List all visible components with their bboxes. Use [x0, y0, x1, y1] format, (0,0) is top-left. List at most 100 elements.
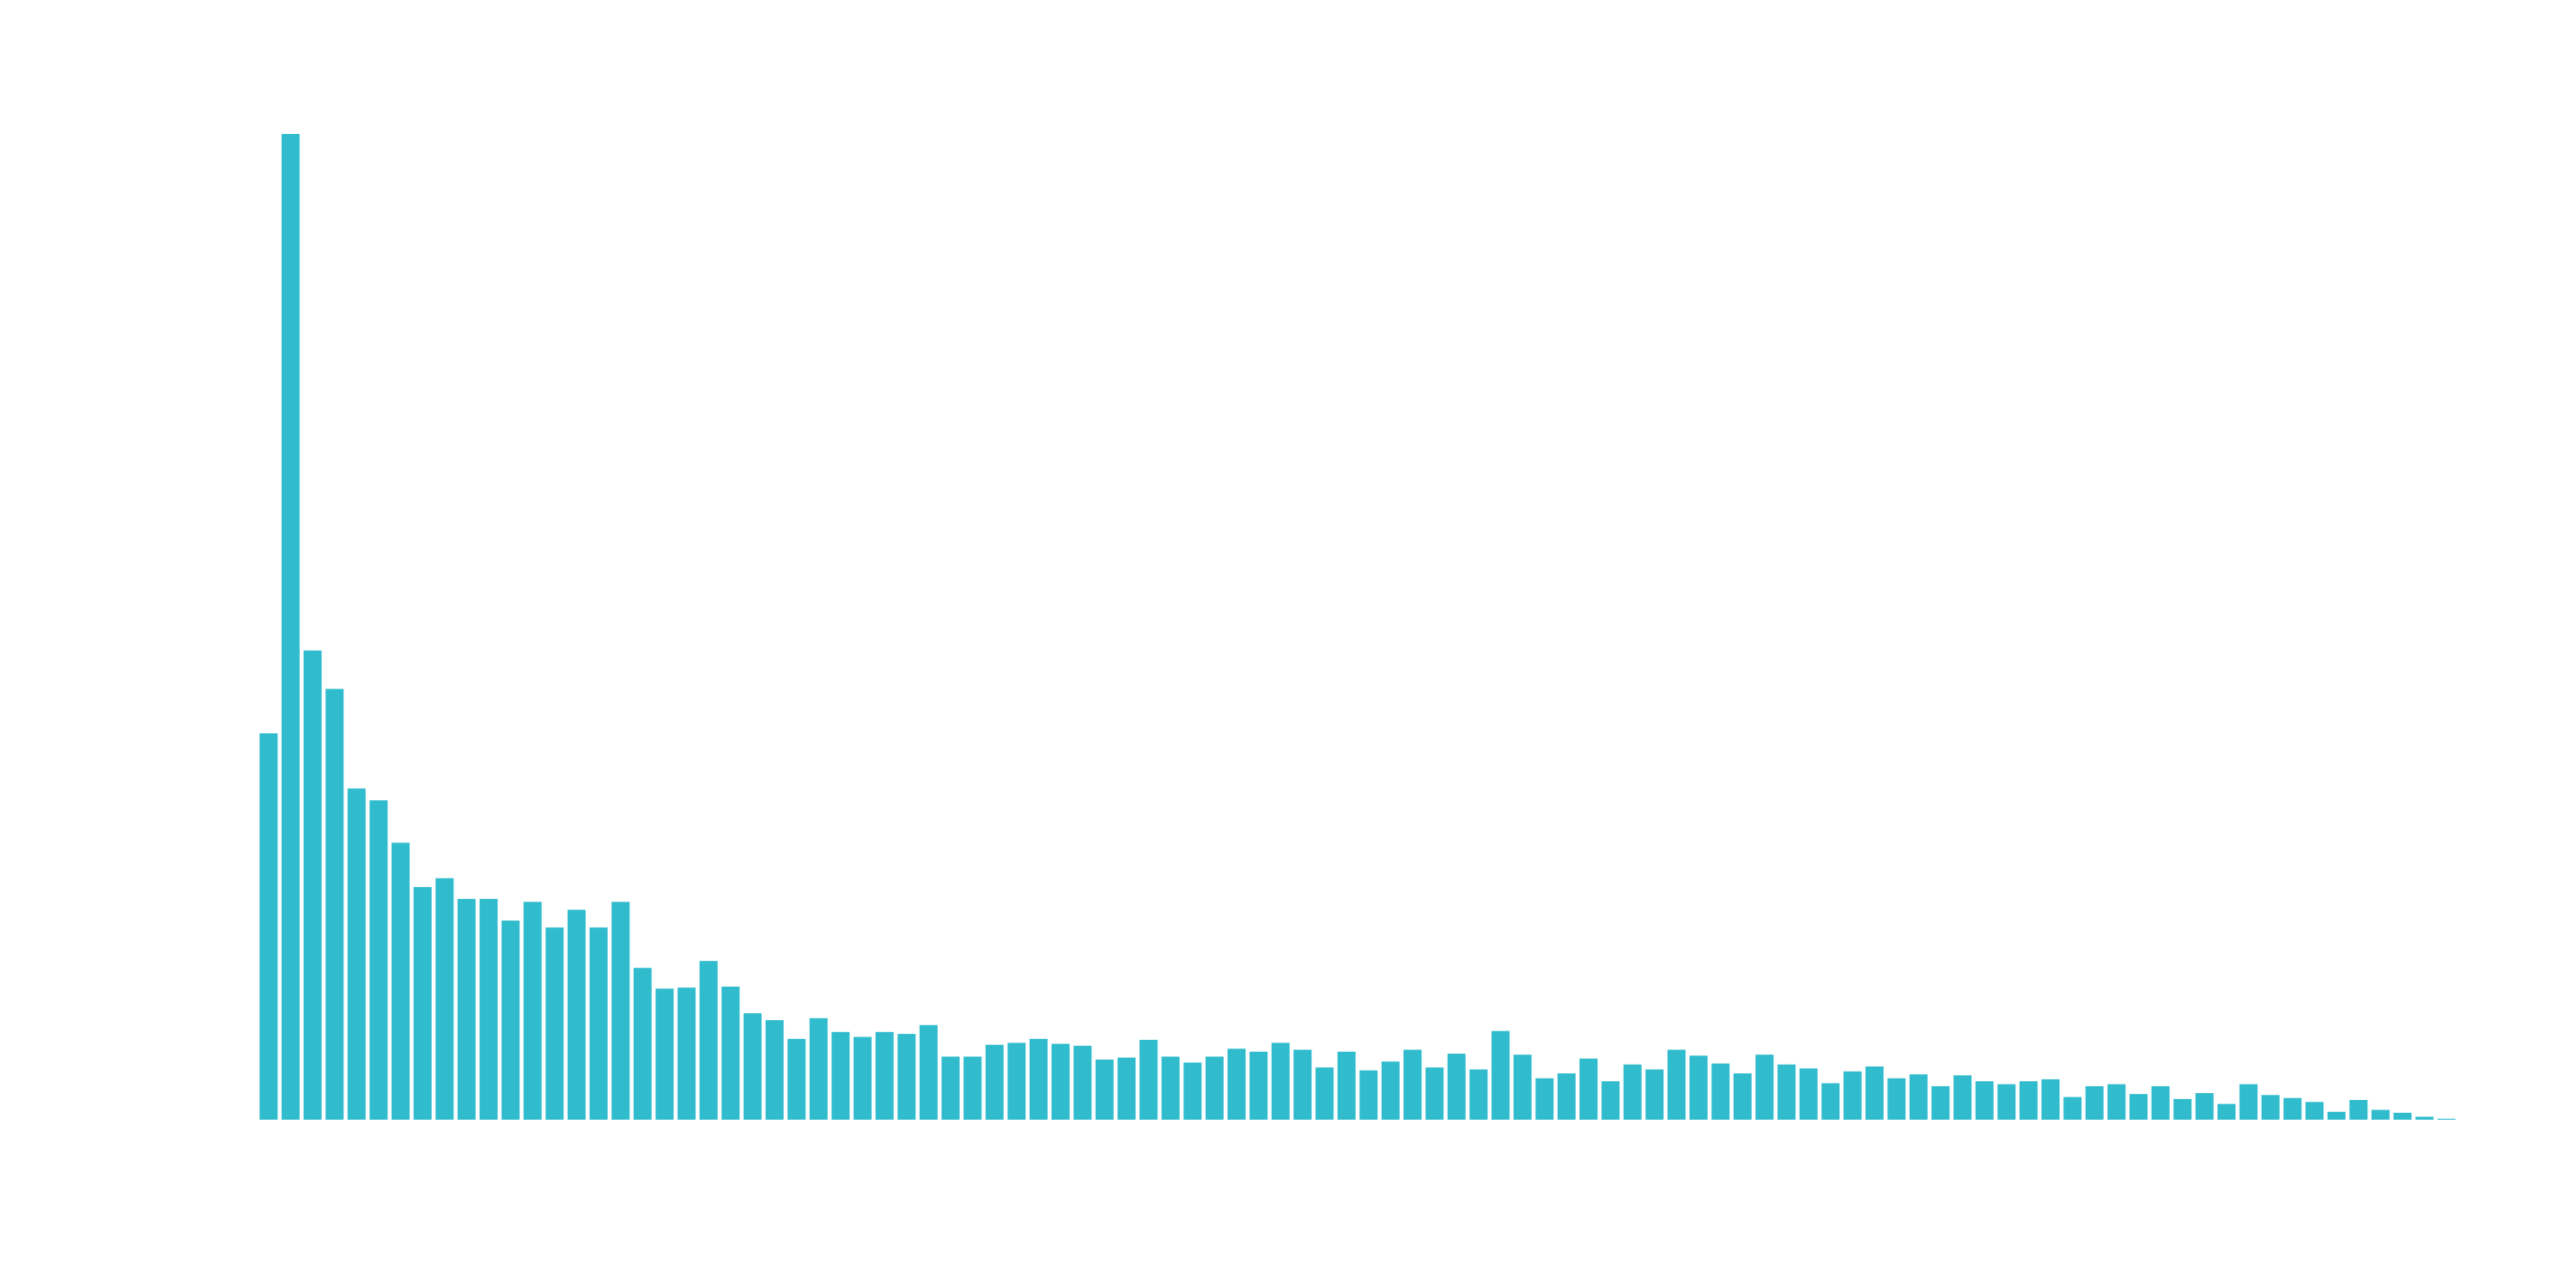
bar-57	[1492, 1030, 1510, 1120]
bar-71	[1799, 1068, 1818, 1120]
bar-4	[325, 689, 344, 1120]
bar-36	[1030, 1038, 1048, 1120]
bar-58	[1513, 1054, 1532, 1120]
bar-98	[2393, 1112, 2412, 1120]
bar-85	[2107, 1084, 2126, 1120]
bar-82	[2041, 1078, 2060, 1120]
bar-47	[1271, 1042, 1290, 1120]
bar-13	[523, 902, 542, 1120]
bar-1	[259, 732, 278, 1120]
bar-16	[589, 927, 608, 1120]
bar-73	[1843, 1071, 1862, 1120]
bar-50	[1337, 1051, 1356, 1120]
bar-62	[1601, 1081, 1620, 1120]
bar-88	[2173, 1098, 2192, 1120]
bar-94	[2305, 1102, 2324, 1120]
bar-90	[2217, 1103, 2236, 1120]
bar-86	[2129, 1094, 2148, 1120]
bar-17	[611, 902, 630, 1120]
bar-14	[545, 927, 564, 1120]
bar-95	[2327, 1111, 2346, 1120]
bar-25	[787, 1038, 806, 1120]
bar-45	[1227, 1048, 1246, 1120]
bar-21	[699, 961, 718, 1120]
bar-43	[1183, 1062, 1202, 1120]
bar-74	[1865, 1066, 1884, 1120]
bar-68	[1733, 1073, 1752, 1120]
bar-65	[1667, 1049, 1686, 1120]
bar-7	[392, 842, 410, 1120]
bar-92	[2261, 1095, 2280, 1120]
bar-37	[1051, 1043, 1070, 1120]
bar-69	[1755, 1054, 1774, 1120]
bar-18	[633, 968, 652, 1120]
bar-24	[765, 1020, 784, 1120]
bar-84	[2085, 1085, 2104, 1120]
bar-89	[2195, 1093, 2214, 1120]
bar-15	[567, 909, 586, 1120]
bar-75	[1887, 1078, 1906, 1120]
bar-2	[281, 134, 300, 1120]
bar-80	[1997, 1084, 2016, 1120]
bar-96	[2349, 1100, 2368, 1120]
bar-93	[2283, 1097, 2302, 1120]
bar-66	[1689, 1055, 1708, 1120]
bar-11	[479, 898, 498, 1120]
bar-78	[1953, 1075, 1972, 1120]
bar-76	[1909, 1074, 1928, 1120]
bar-27	[831, 1031, 850, 1120]
bar-32	[941, 1056, 960, 1120]
bar-42	[1161, 1056, 1180, 1120]
bar-22	[721, 987, 740, 1120]
bar-87	[2151, 1085, 2170, 1120]
bar-38	[1073, 1045, 1092, 1120]
bar-48	[1293, 1049, 1312, 1120]
bar-34	[985, 1044, 1004, 1120]
bar-46	[1249, 1051, 1268, 1120]
bars-group	[259, 134, 2456, 1120]
bar-30	[897, 1034, 916, 1120]
bar-77	[1931, 1085, 1950, 1120]
bar-54	[1425, 1067, 1444, 1120]
bar-31	[919, 1024, 938, 1120]
bar-10	[457, 898, 476, 1120]
bar-51	[1359, 1070, 1378, 1120]
bar-8	[413, 887, 432, 1120]
bar-39	[1095, 1059, 1114, 1120]
bar-23	[743, 1013, 762, 1120]
bar-29	[875, 1031, 894, 1120]
bar-60	[1557, 1073, 1576, 1120]
bar-67	[1711, 1063, 1730, 1120]
bar-100	[2437, 1118, 2456, 1120]
bar-61	[1579, 1058, 1598, 1120]
bar-83	[2063, 1097, 2082, 1120]
bar-97	[2371, 1109, 2390, 1120]
bar-63	[1623, 1064, 1642, 1120]
bar-49	[1315, 1067, 1334, 1120]
bar-12	[501, 920, 520, 1120]
bar-5	[347, 788, 366, 1120]
bar-70	[1777, 1064, 1796, 1120]
bar-52	[1381, 1061, 1400, 1120]
bar-44	[1205, 1056, 1224, 1120]
bar-41	[1139, 1040, 1158, 1120]
bar-59	[1535, 1078, 1554, 1120]
bar-72	[1821, 1083, 1840, 1120]
bar-33	[963, 1056, 982, 1120]
bar-3	[303, 650, 322, 1120]
bar-26	[809, 1018, 828, 1120]
bar-35	[1007, 1042, 1026, 1120]
bar-55	[1447, 1054, 1466, 1120]
bar-9	[435, 878, 454, 1120]
bar-91	[2239, 1084, 2258, 1120]
bar-20	[677, 987, 696, 1120]
bar-19	[655, 988, 674, 1120]
bar-6	[369, 800, 388, 1120]
bar-56	[1469, 1069, 1488, 1120]
bar-64	[1645, 1069, 1664, 1120]
bar-81	[2019, 1081, 2038, 1120]
bar-40	[1117, 1057, 1136, 1120]
bar-99	[2415, 1116, 2434, 1120]
